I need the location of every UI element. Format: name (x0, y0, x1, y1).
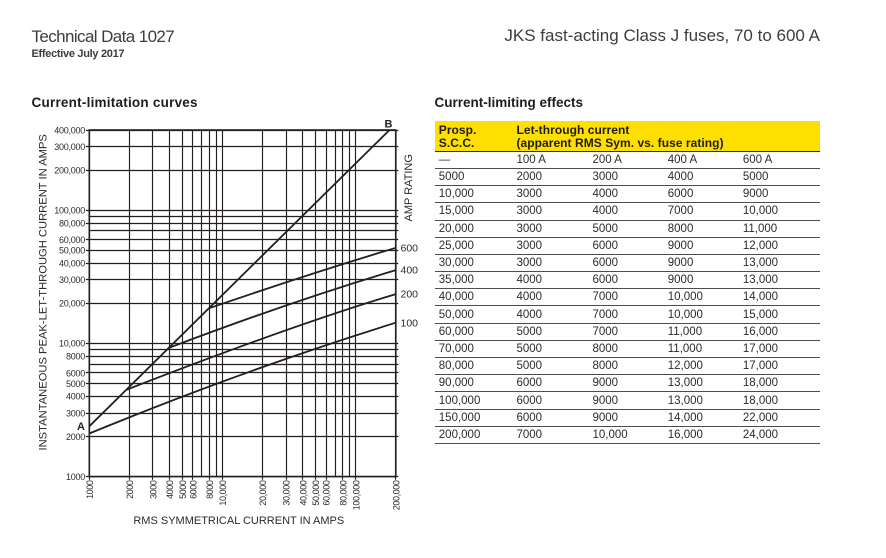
svg-text:200,000: 200,000 (54, 165, 85, 175)
svg-text:B: B (385, 119, 393, 131)
svg-text:20,000: 20,000 (59, 299, 85, 309)
svg-text:20,000: 20,000 (258, 480, 268, 506)
svg-text:400: 400 (401, 265, 419, 277)
svg-text:100: 100 (401, 317, 419, 329)
svg-text:1000: 1000 (66, 472, 85, 482)
svg-text:AMP RATING: AMP RATING (403, 154, 415, 221)
svg-text:8000: 8000 (66, 352, 85, 362)
svg-text:10,000: 10,000 (59, 339, 85, 349)
svg-text:300,000: 300,000 (54, 142, 85, 152)
svg-text:100,000: 100,000 (54, 206, 85, 216)
svg-text:5000: 5000 (178, 480, 188, 499)
svg-text:4000: 4000 (165, 480, 175, 499)
svg-text:10,000: 10,000 (218, 480, 228, 506)
svg-text:6000: 6000 (66, 368, 85, 378)
svg-text:A: A (77, 421, 85, 433)
svg-text:60,000: 60,000 (322, 480, 332, 506)
svg-text:80,000: 80,000 (338, 480, 348, 506)
svg-text:60,000: 60,000 (59, 235, 85, 245)
svg-text:4000: 4000 (66, 392, 85, 402)
svg-text:600: 600 (401, 242, 419, 254)
svg-text:30,000: 30,000 (282, 480, 292, 506)
svg-text:INSTANTANEOUS PEAK-LET-THROUGH: INSTANTANEOUS PEAK-LET-THROUGH CURRENT I… (38, 134, 50, 450)
svg-text:6000: 6000 (189, 480, 199, 499)
svg-text:400,000: 400,000 (54, 125, 85, 135)
svg-text:200,000: 200,000 (391, 480, 401, 510)
svg-text:40,000: 40,000 (298, 480, 308, 506)
svg-text:5000: 5000 (66, 379, 85, 389)
svg-text:3000: 3000 (149, 480, 159, 499)
svg-text:50,000: 50,000 (311, 480, 321, 506)
svg-text:2000: 2000 (125, 480, 135, 499)
svg-text:RMS SYMMETRICAL CURRENT IN AMP: RMS SYMMETRICAL CURRENT IN AMPS (133, 515, 344, 527)
svg-text:30,000: 30,000 (59, 275, 85, 285)
svg-text:100,000: 100,000 (351, 480, 361, 510)
svg-text:50,000: 50,000 (59, 246, 85, 256)
svg-text:8000: 8000 (205, 480, 215, 499)
svg-text:1000: 1000 (85, 480, 95, 499)
svg-text:200: 200 (401, 289, 419, 301)
svg-text:2000: 2000 (66, 432, 85, 442)
svg-text:80,000: 80,000 (59, 218, 85, 228)
svg-text:3000: 3000 (66, 408, 85, 418)
svg-text:40,000: 40,000 (59, 259, 85, 269)
